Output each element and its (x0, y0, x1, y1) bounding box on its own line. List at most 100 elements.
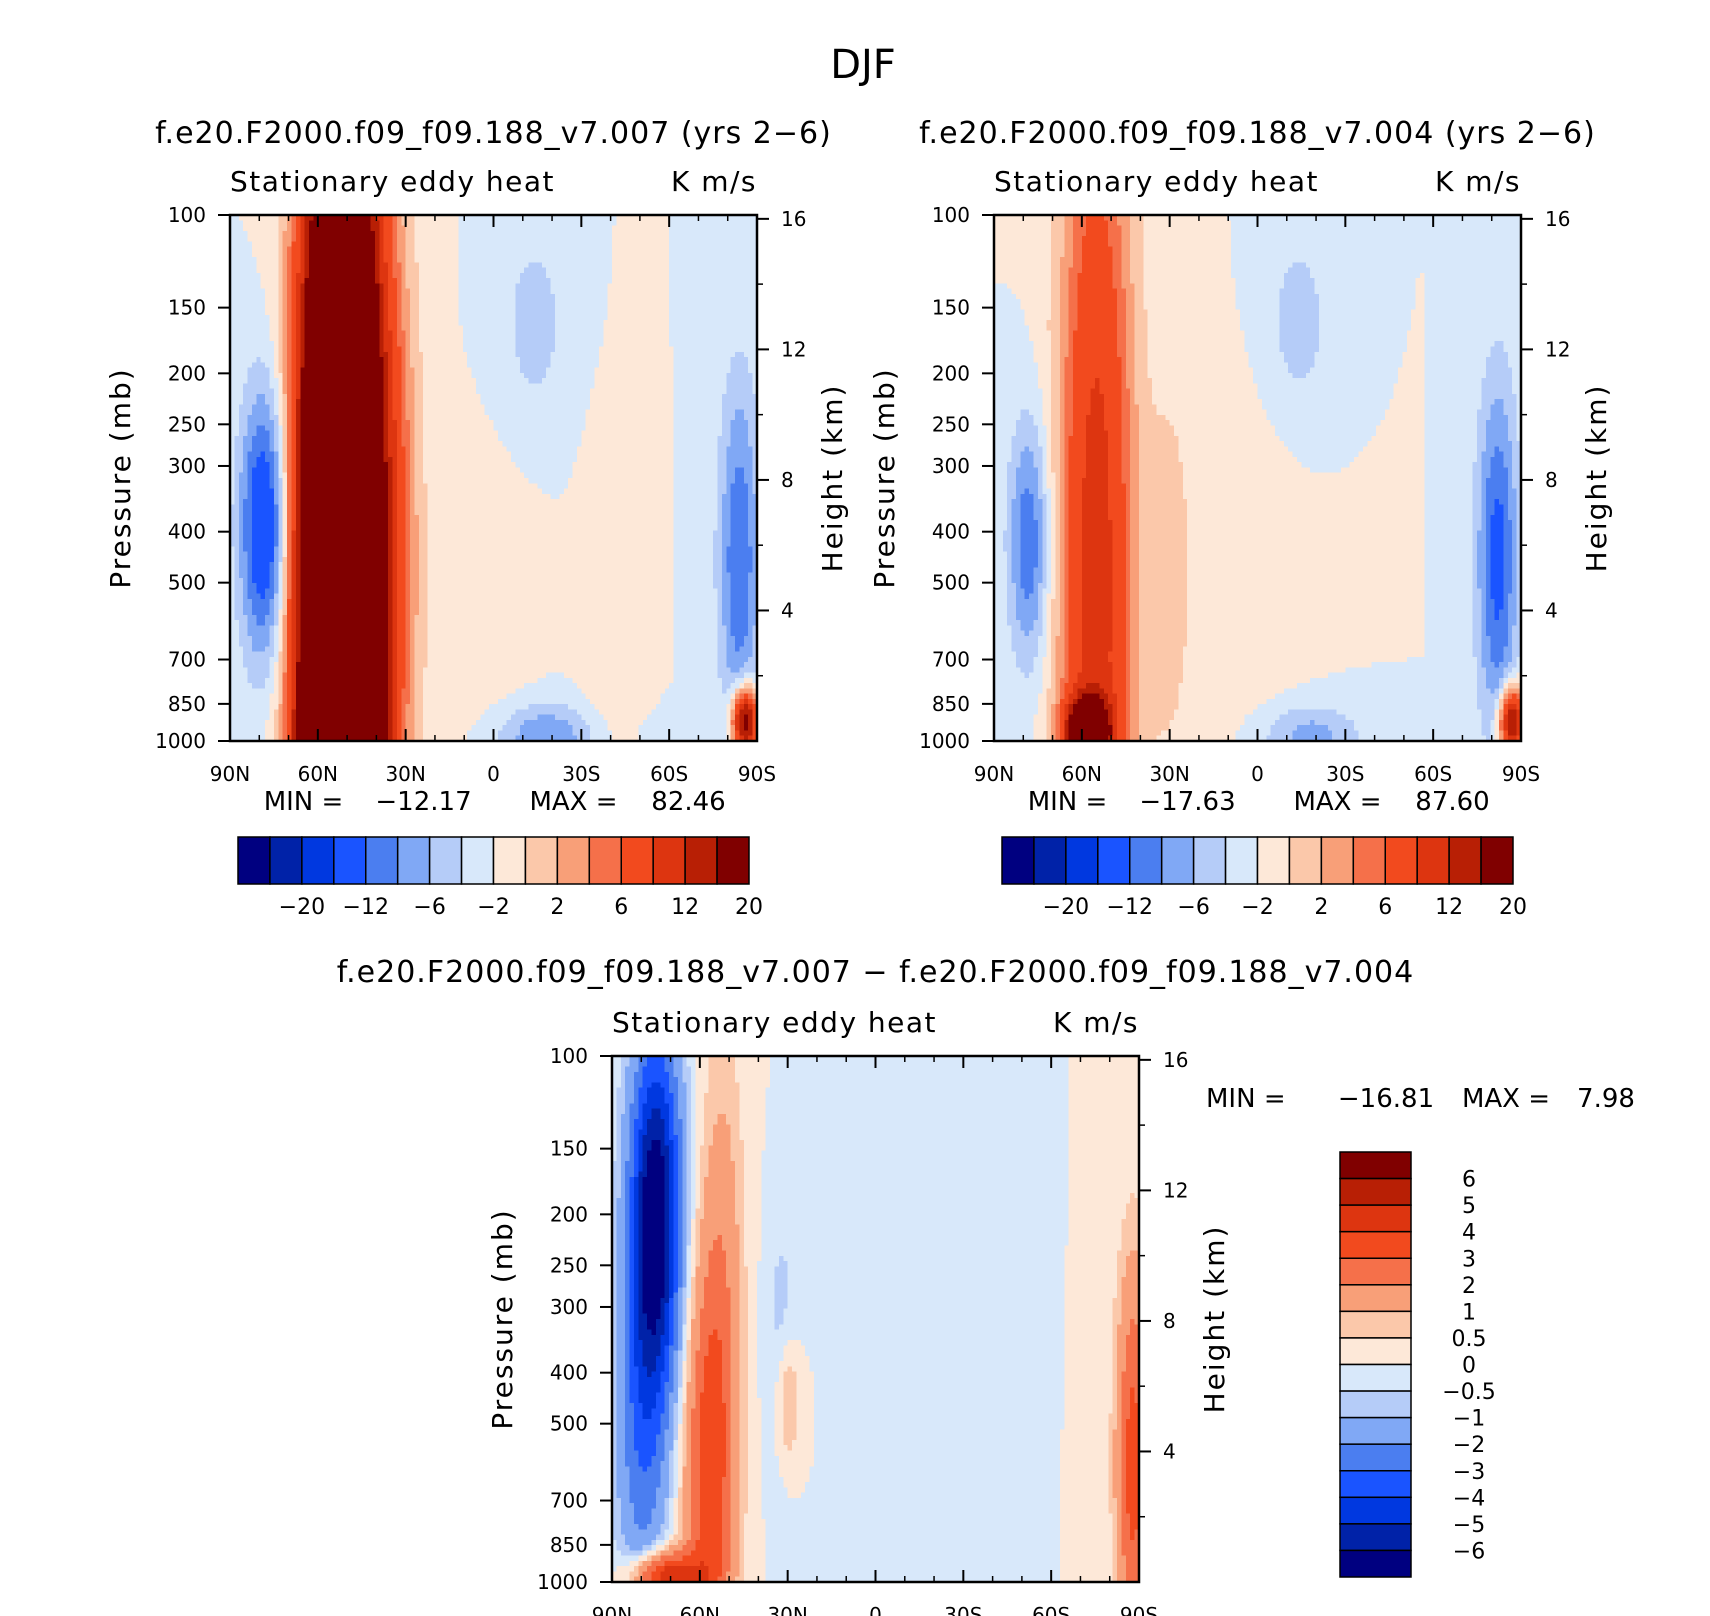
field-cell (1051, 293, 1061, 300)
field-cell (287, 662, 293, 668)
field-cell (243, 467, 249, 474)
field-cell (414, 467, 424, 474)
field-cell (1503, 588, 1513, 595)
field-cell (1051, 735, 1057, 742)
field-cell (396, 730, 402, 737)
field-cell (234, 446, 244, 453)
field-cell (1081, 246, 1114, 253)
colorbar: −20 −12 −6 −2 2 6 12 20 (1001, 836, 1527, 920)
field-cell (1081, 504, 1109, 511)
field-cell (291, 383, 297, 390)
field-cell (414, 656, 429, 663)
field-cell (1042, 535, 1048, 542)
field-cell (1042, 598, 1048, 605)
field-cell (695, 1061, 710, 1068)
field-cell (1415, 299, 1425, 306)
field-cell (1138, 478, 1184, 484)
field-cell (1059, 509, 1065, 516)
field-cell (1051, 646, 1057, 653)
field-cell (1077, 299, 1118, 306)
field-cell (230, 551, 235, 558)
field-cell (405, 646, 411, 653)
field-cell (1485, 520, 1491, 526)
field-cell (1116, 325, 1127, 332)
field-cell (410, 530, 420, 537)
field-cell (392, 472, 398, 479)
field-cell (1507, 625, 1513, 632)
field-cell (230, 530, 240, 537)
field-cell (405, 499, 411, 505)
field-cell (726, 478, 736, 484)
field-cell (1130, 220, 1144, 227)
field-cell (282, 351, 288, 358)
field-cell (1503, 719, 1509, 726)
field-cell (295, 383, 301, 390)
field-cell (1046, 609, 1052, 616)
field-cell (1138, 651, 1184, 658)
field-cell (1477, 541, 1487, 547)
field-cell (1077, 677, 1114, 684)
field-cell (1042, 504, 1048, 511)
field-cell (1354, 456, 1425, 463)
field-cell (247, 420, 275, 426)
field-cell (1042, 399, 1052, 405)
field-cell (414, 425, 424, 432)
field-cell (396, 504, 407, 511)
field-cell (616, 1087, 626, 1094)
field-cell (467, 351, 517, 358)
field-cell (721, 493, 732, 500)
field-cell (1130, 425, 1140, 432)
field-cell (414, 725, 424, 732)
field-cell (1064, 241, 1074, 248)
field-cell (1494, 451, 1505, 458)
field-cell (388, 304, 398, 311)
field-cell (300, 372, 385, 379)
field-cell (717, 630, 727, 637)
field-cell (287, 499, 293, 505)
field-cell (405, 357, 411, 363)
field-cell (748, 520, 758, 526)
field-cell (717, 598, 723, 605)
field-cell (734, 1171, 745, 1178)
field-cell (1064, 414, 1074, 421)
field-cell (282, 683, 288, 689)
field-cell (405, 530, 411, 537)
field-cell (1376, 425, 1425, 432)
field-cell (519, 730, 574, 737)
field-cell (620, 1124, 631, 1131)
field-cell (673, 393, 723, 400)
field-cell (418, 572, 429, 579)
field-cell (546, 272, 613, 279)
field-cell (1516, 520, 1522, 526)
field-cell (629, 1134, 635, 1141)
field-cell (273, 688, 279, 695)
field-cell (392, 230, 398, 237)
field-cell (1182, 667, 1346, 674)
field-cell (568, 478, 675, 484)
field-cell (1068, 541, 1083, 547)
field-cell (1108, 467, 1122, 474)
field-cell (405, 572, 411, 579)
field-cell (396, 683, 407, 689)
field-cell (1178, 698, 1267, 705)
field-cell (1073, 378, 1096, 384)
field-cell (295, 425, 301, 432)
field-cell (994, 314, 1026, 321)
y-tick-label: 150 (168, 296, 206, 320)
field-cell (1046, 499, 1052, 505)
field-cell (735, 714, 741, 721)
field-cell (1015, 614, 1039, 621)
field-cell (598, 709, 653, 716)
field-cell (1507, 362, 1522, 369)
field-cell (282, 698, 288, 705)
field-cell (1068, 1150, 1140, 1157)
field-cell (1020, 551, 1039, 558)
field-cell (761, 1166, 1070, 1173)
field-cell (1512, 567, 1518, 574)
field-cell (730, 604, 749, 611)
field-cell (405, 278, 420, 284)
field-cell (717, 520, 723, 526)
field-cell (230, 583, 235, 590)
field-cell (278, 583, 284, 590)
field-cell (414, 667, 424, 674)
